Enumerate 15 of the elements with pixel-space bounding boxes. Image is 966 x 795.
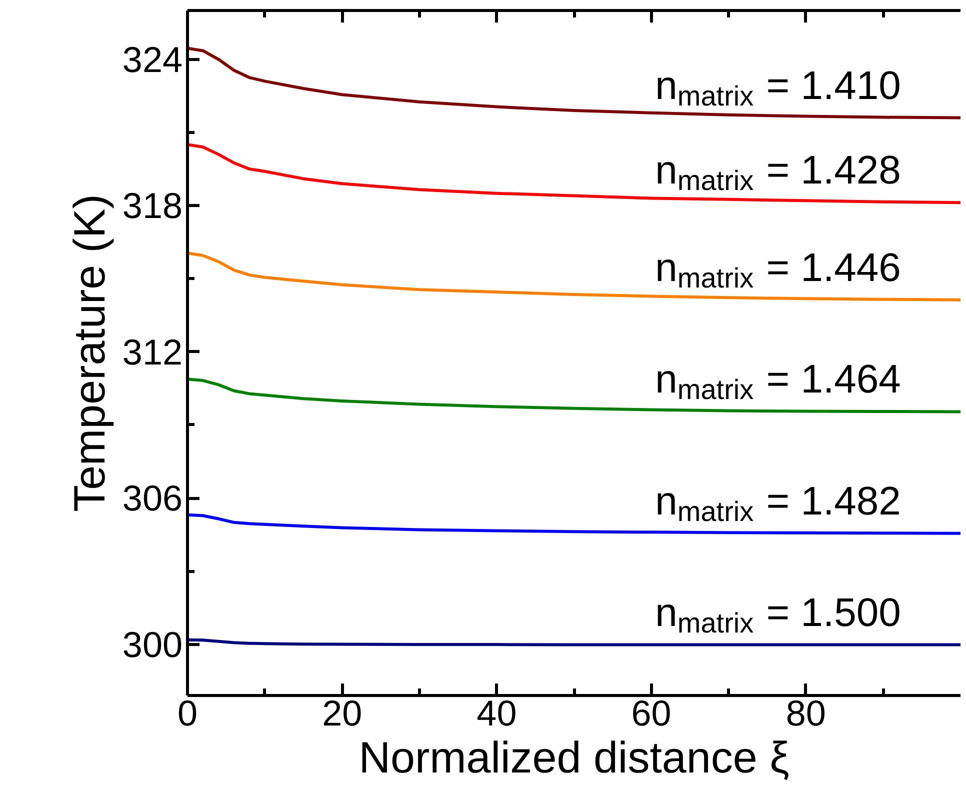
x-tick-label: 40 xyxy=(476,692,517,734)
y-tick-label: 324 xyxy=(122,38,183,80)
line-series xyxy=(188,252,960,302)
y-tick-label: 318 xyxy=(122,185,183,226)
x-tick-label: 20 xyxy=(322,692,362,734)
y-tick-label: 312 xyxy=(122,331,183,372)
x-axis-title: Normalized distance ξ xyxy=(358,734,790,782)
x-tick-label: 60 xyxy=(631,692,672,734)
x-tick-label: 0 xyxy=(177,692,198,734)
y-axis-title: Temperature (K) xyxy=(65,194,114,512)
line-series xyxy=(188,46,960,120)
y-tick-label: 306 xyxy=(122,478,183,519)
y-tick-label: 300 xyxy=(122,624,183,665)
x-tick-label: 80 xyxy=(786,692,826,734)
line-series xyxy=(188,143,960,204)
